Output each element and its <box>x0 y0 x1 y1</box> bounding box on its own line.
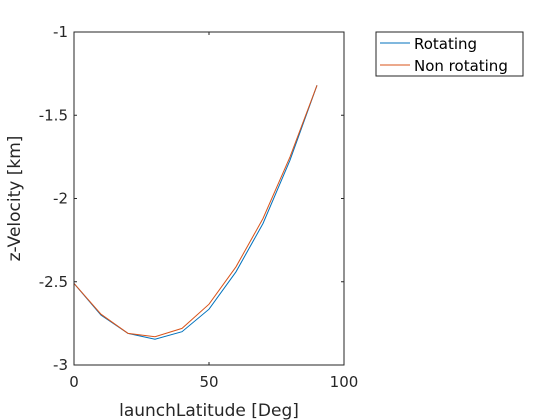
legend-box <box>375 31 524 77</box>
legend-label-rotating: Rotating <box>414 35 477 53</box>
x-tick-label: 0 <box>69 373 79 391</box>
plot-frame <box>73 31 345 366</box>
plot-area <box>74 32 344 365</box>
x-tick-label: 50 <box>199 373 218 391</box>
y-tick-label: -1 <box>53 23 68 41</box>
x-tick-label: 100 <box>330 373 359 391</box>
legend: Rotating Non rotating <box>375 31 524 77</box>
y-tick-label: -2.5 <box>39 273 68 291</box>
series-layer <box>73 85 318 340</box>
series-line-non-rotating <box>73 85 318 338</box>
y-tick-label: -3 <box>53 356 68 374</box>
legend-label-non-rotating: Non rotating <box>414 57 508 75</box>
y-tick-label: -2 <box>53 190 68 208</box>
x-axis-label: launchLatitude [Deg] <box>119 401 299 420</box>
y-axis-label: z-Velocity [km] <box>5 136 25 262</box>
y-tick-label: -1.5 <box>39 106 68 124</box>
